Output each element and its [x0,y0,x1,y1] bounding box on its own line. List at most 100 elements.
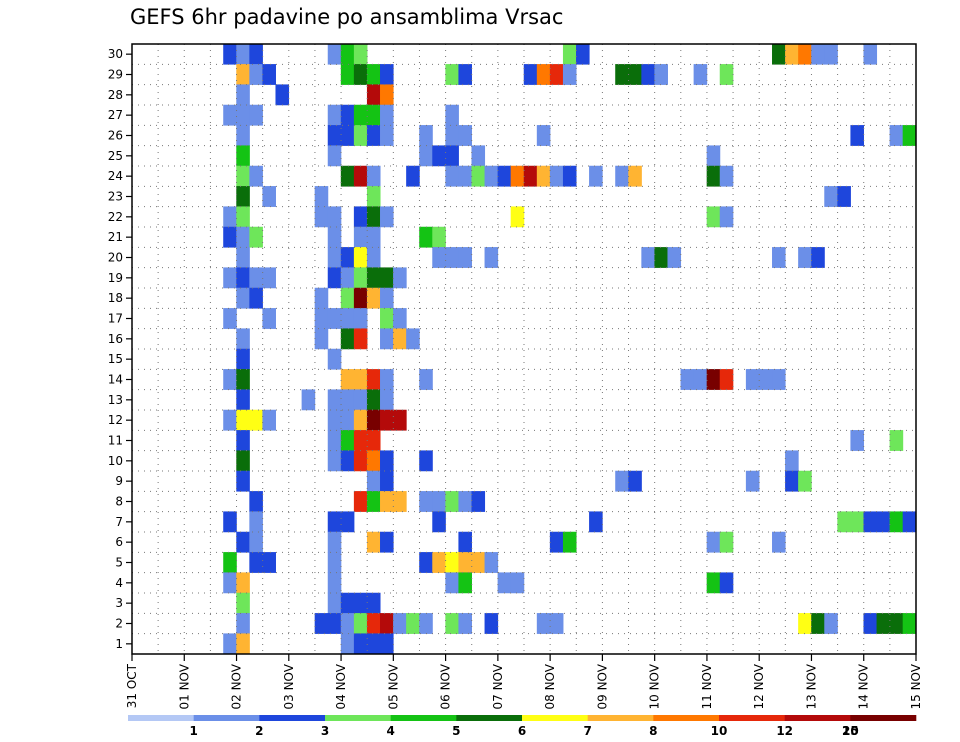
heatmap-cell [249,64,263,85]
heatmap-cell [340,592,355,614]
heatmap-cell [366,84,381,106]
colorbar-swatch [456,715,523,721]
heatmap-cell [353,369,368,390]
heatmap-cell [380,409,394,431]
heatmap-cell [353,389,368,411]
heatmap-cell [327,267,342,289]
heatmap-cell [380,470,394,492]
colorbar-swatch [719,715,785,721]
heatmap-cell [798,43,812,65]
heatmap-cell [536,613,551,634]
heatmap-cell [497,165,512,187]
heatmap-cell [366,64,381,85]
heatmap-cell [223,226,237,248]
heatmap-cell [589,511,603,533]
y-tick-label: 1 [115,637,123,651]
heatmap-cell [236,389,250,411]
heatmap-cell [380,613,394,634]
heatmap-cell [589,165,603,187]
heatmap-cell [719,64,734,85]
heatmap-cell [236,328,250,350]
heatmap-cell [327,226,342,248]
heatmap-cell [366,450,381,472]
heatmap-cell [249,511,263,533]
heatmap-cell [301,389,316,411]
colorbar-swatch [390,715,457,721]
heatmap-cell [327,43,342,65]
heatmap-cell [327,572,342,594]
heatmap-cell [340,328,355,350]
y-tick-label: 5 [115,556,123,570]
colorbar-label: 10 [711,724,728,738]
heatmap-cell [327,125,342,146]
heatmap-cell [236,165,250,187]
heatmap-cell [236,409,250,431]
heatmap-cell [680,369,695,390]
heatmap-cell [393,613,407,634]
heatmap-cell [615,64,629,85]
heatmap-cell [393,267,407,289]
y-tick-label: 12 [108,413,123,427]
heatmap-cell [458,531,472,553]
heatmap-cell [393,409,407,431]
heatmap-cell [249,491,263,512]
heatmap-cell [654,247,668,268]
heatmap-cell [366,125,381,146]
colorbar-label: 15 [842,724,859,738]
heatmap-cell [262,267,276,289]
heatmap-cell [837,511,851,533]
heatmap-cell [236,369,250,390]
heatmap-cell [889,511,904,533]
heatmap-cell [236,84,250,106]
heatmap-cell [393,491,407,512]
heatmap-cell [445,247,459,268]
heatmap-cell [549,165,564,187]
heatmap-cell [236,592,250,614]
heatmap-cell [340,308,355,329]
heatmap-cell [249,552,263,573]
heatmap-cell [549,531,564,553]
y-tick-label: 20 [108,251,123,265]
heatmap-cell [811,247,825,268]
heatmap-cell [366,247,381,268]
heatmap-cell [458,247,472,268]
heatmap-cell [353,592,368,614]
y-tick-label: 30 [108,47,123,61]
heatmap-cell [366,104,381,126]
y-tick-label: 13 [108,393,123,407]
y-tick-label: 3 [115,596,123,610]
y-tick-label: 22 [108,210,123,224]
heatmap-cell [850,430,864,451]
plot-frame [131,43,917,655]
heatmap-cell [445,552,459,573]
y-axis-ticks: 1234567891011121314151617181920212223242… [108,47,132,651]
heatmap-cell [432,145,446,167]
colorbar-swatch [128,715,194,721]
x-axis-ticks: 31 OCT 01 NOV 02 NOV 03 NOV 04 NOV 05 NOV 06 N… [125,654,923,710]
heatmap-cell [366,531,381,553]
heatmap-cell [785,450,799,472]
heatmap-cell [902,511,917,533]
heatmap-cell [419,491,433,512]
heatmap-cell [340,165,355,187]
heatmap-cell [236,287,250,309]
heatmap-cell [236,64,250,85]
heatmap-cell [223,369,237,390]
y-tick-label: 26 [108,129,123,143]
x-tick-label: 13 NOV [804,663,818,709]
heatmap-cell [366,613,381,634]
heatmap-cell [249,43,263,65]
heatmap-cell [366,287,381,309]
heatmap-cell [327,104,342,126]
colorbar-label: 8 [649,724,657,738]
heatmap-cell [432,247,446,268]
x-tick-label: 04 NOV [334,663,348,709]
heatmap-cell [863,613,878,634]
y-tick-label: 27 [108,108,123,122]
heatmap-cell [236,206,250,228]
heatmap-cell [641,247,655,268]
heatmap-cell [706,145,721,167]
heatmap-cell [811,613,825,634]
heatmap-cell [432,491,446,512]
